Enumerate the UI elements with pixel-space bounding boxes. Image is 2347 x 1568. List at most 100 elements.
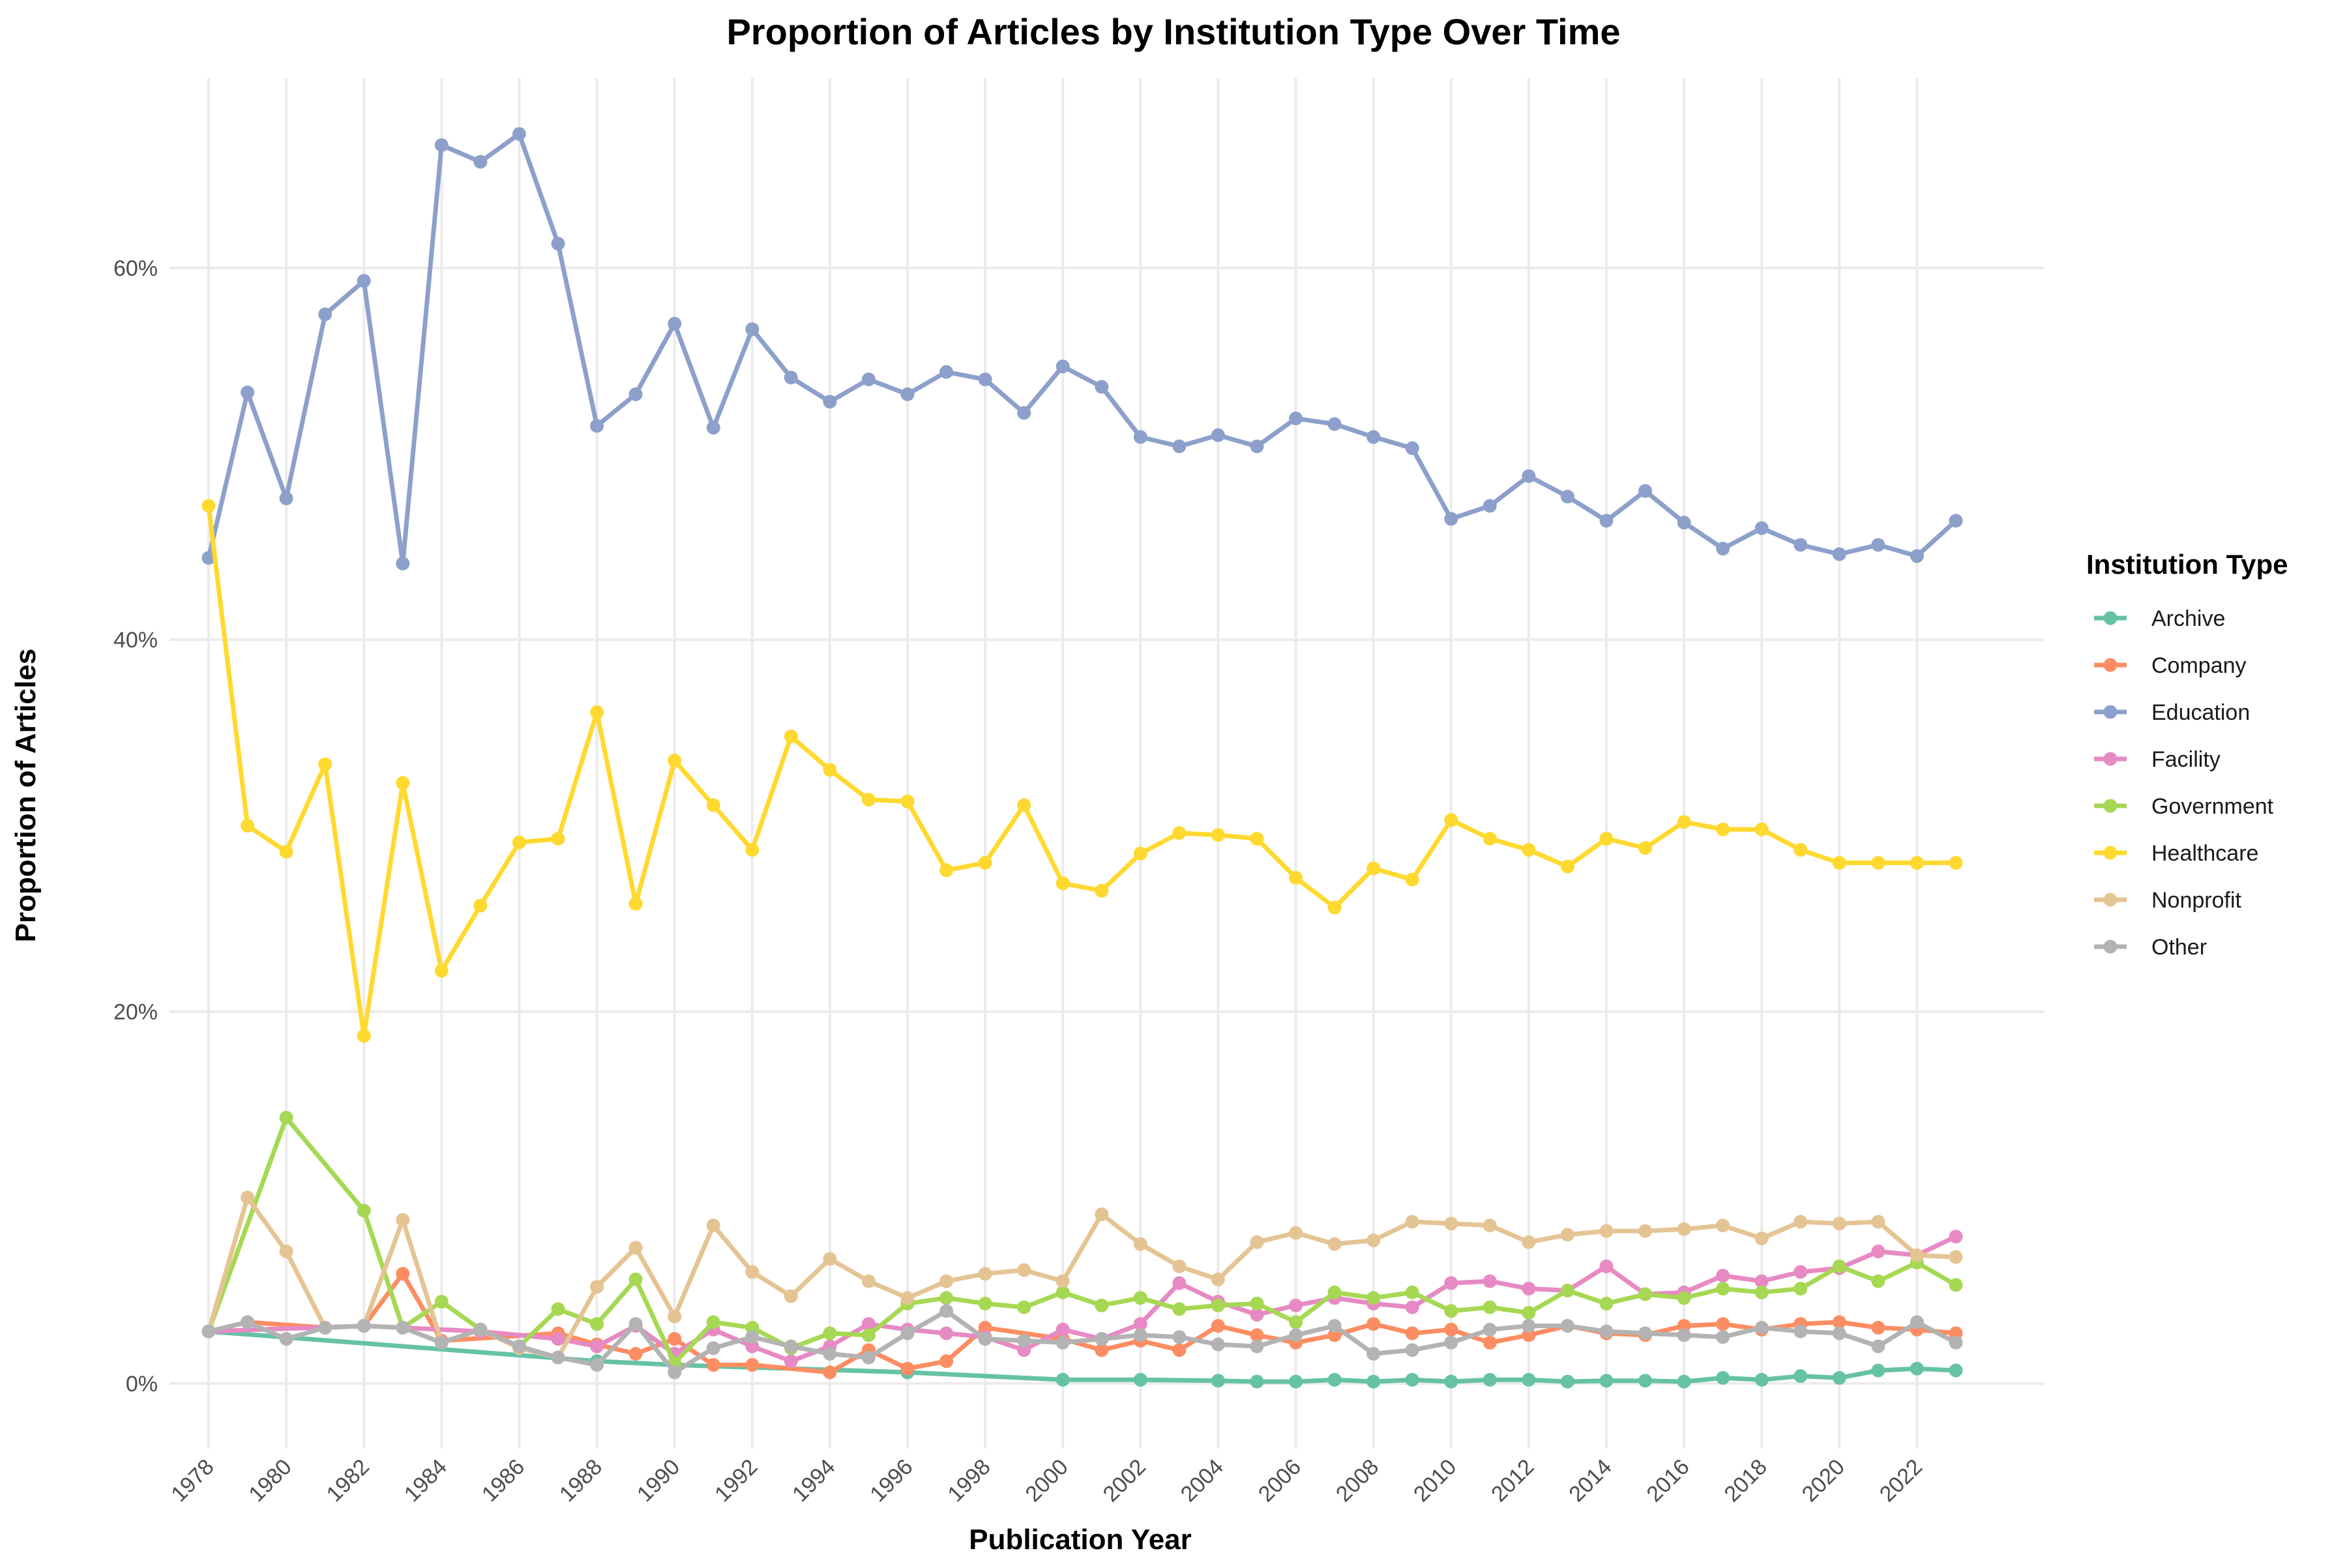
legend-label: Archive: [2151, 606, 2225, 631]
legend-swatch-point: [2103, 893, 2118, 907]
data-point-nonprofit: [745, 1265, 760, 1279]
data-point-nonprofit: [900, 1291, 915, 1305]
data-point-other: [1289, 1328, 1303, 1342]
data-point-nonprofit: [978, 1267, 992, 1281]
x-tick-label: 2014: [1564, 1455, 1616, 1507]
data-point-education: [1095, 379, 1109, 394]
data-point-healthcare: [1017, 798, 1031, 812]
data-point-education: [279, 491, 293, 505]
data-point-healthcare: [1055, 876, 1070, 891]
legend-swatch-point: [2103, 939, 2118, 954]
data-point-nonprofit: [1871, 1215, 1885, 1229]
data-point-healthcare: [1483, 831, 1497, 846]
data-point-nonprofit: [1366, 1233, 1381, 1247]
data-point-archive: [1133, 1372, 1147, 1387]
data-point-other: [1560, 1319, 1574, 1333]
data-point-healthcare: [590, 705, 604, 719]
data-point-other: [978, 1332, 992, 1346]
data-point-healthcare: [1599, 831, 1614, 846]
data-point-government: [1055, 1285, 1070, 1299]
data-point-company: [628, 1346, 643, 1361]
data-point-other: [1095, 1332, 1109, 1346]
series-line-other: [206, 1309, 1958, 1375]
data-point-company: [745, 1358, 760, 1372]
legend-label: Government: [2151, 794, 2274, 819]
legend-label: Company: [2151, 653, 2247, 678]
x-tick-label: 2020: [1797, 1455, 1850, 1507]
series-archive: [201, 1324, 1963, 1389]
data-point-government: [1133, 1291, 1147, 1305]
data-point-education: [1055, 359, 1070, 374]
data-point-facility: [1172, 1276, 1187, 1290]
data-point-facility: [1483, 1274, 1497, 1288]
data-point-other: [1172, 1330, 1187, 1344]
data-point-archive: [1716, 1370, 1730, 1385]
data-point-healthcare: [1095, 883, 1109, 898]
data-point-other: [434, 1335, 449, 1350]
data-point-other: [551, 1350, 565, 1365]
legend-swatch-point: [2103, 658, 2118, 672]
legend-item-company: Company: [2094, 653, 2247, 678]
data-point-education: [823, 394, 837, 409]
data-point-other: [473, 1322, 488, 1337]
data-point-nonprofit: [1095, 1207, 1109, 1221]
data-point-nonprofit: [396, 1213, 410, 1227]
data-point-healthcare: [900, 794, 915, 808]
data-point-education: [241, 385, 255, 400]
data-point-education: [1522, 469, 1536, 483]
data-point-nonprofit: [1250, 1235, 1264, 1249]
data-point-education: [1133, 430, 1147, 444]
y-axis-title: Proportion of Articles: [10, 649, 42, 943]
data-point-archive: [1910, 1361, 1924, 1376]
data-point-education: [978, 372, 992, 387]
data-point-healthcare: [318, 757, 332, 771]
data-point-company: [1250, 1328, 1264, 1342]
data-point-archive: [1871, 1363, 1885, 1378]
data-point-government: [861, 1328, 876, 1342]
data-point-other: [1871, 1339, 1885, 1354]
data-point-other: [1638, 1326, 1653, 1340]
data-point-government: [1289, 1315, 1303, 1329]
legend-label: Other: [2151, 935, 2207, 960]
data-point-company: [1405, 1326, 1419, 1340]
data-point-education: [784, 370, 798, 385]
legend-label: Education: [2151, 700, 2250, 725]
y-tick-label: 0%: [126, 1372, 158, 1397]
data-point-nonprofit: [1327, 1237, 1342, 1251]
data-point-healthcare: [1172, 826, 1187, 840]
data-point-other: [784, 1339, 798, 1354]
data-point-facility: [1250, 1308, 1264, 1322]
legend-title: Institution Type: [2086, 549, 2288, 580]
data-point-education: [1638, 484, 1653, 498]
data-point-education: [590, 419, 604, 433]
data-point-nonprofit: [590, 1280, 604, 1294]
data-point-archive: [1949, 1363, 1963, 1378]
data-point-education: [1017, 406, 1031, 420]
data-point-healthcare: [1754, 822, 1769, 836]
data-point-education: [1211, 428, 1225, 442]
legend-item-other: Other: [2094, 935, 2207, 960]
data-point-other: [1405, 1343, 1419, 1357]
legend-label: Healthcare: [2151, 841, 2258, 866]
data-point-education: [1754, 521, 1769, 535]
data-point-government: [1095, 1298, 1109, 1312]
data-point-other: [1444, 1335, 1458, 1350]
x-tick-label: 2022: [1875, 1455, 1927, 1507]
x-tick-label: 1996: [865, 1455, 917, 1507]
data-point-healthcare: [939, 863, 954, 878]
data-point-education: [900, 387, 915, 402]
legend-swatch-point: [2103, 705, 2118, 719]
data-point-other: [1949, 1335, 1963, 1350]
x-tick-label: 1992: [710, 1455, 762, 1507]
data-point-government: [939, 1291, 954, 1305]
data-point-education: [201, 551, 216, 565]
data-point-archive: [1754, 1372, 1769, 1387]
legend-swatch-point: [2103, 799, 2118, 813]
data-point-nonprofit: [1793, 1215, 1808, 1229]
data-point-healthcare: [512, 835, 526, 850]
data-point-nonprofit: [823, 1252, 837, 1266]
data-point-healthcare: [201, 499, 216, 513]
data-point-government: [1444, 1304, 1458, 1318]
data-point-nonprofit: [1949, 1250, 1963, 1264]
